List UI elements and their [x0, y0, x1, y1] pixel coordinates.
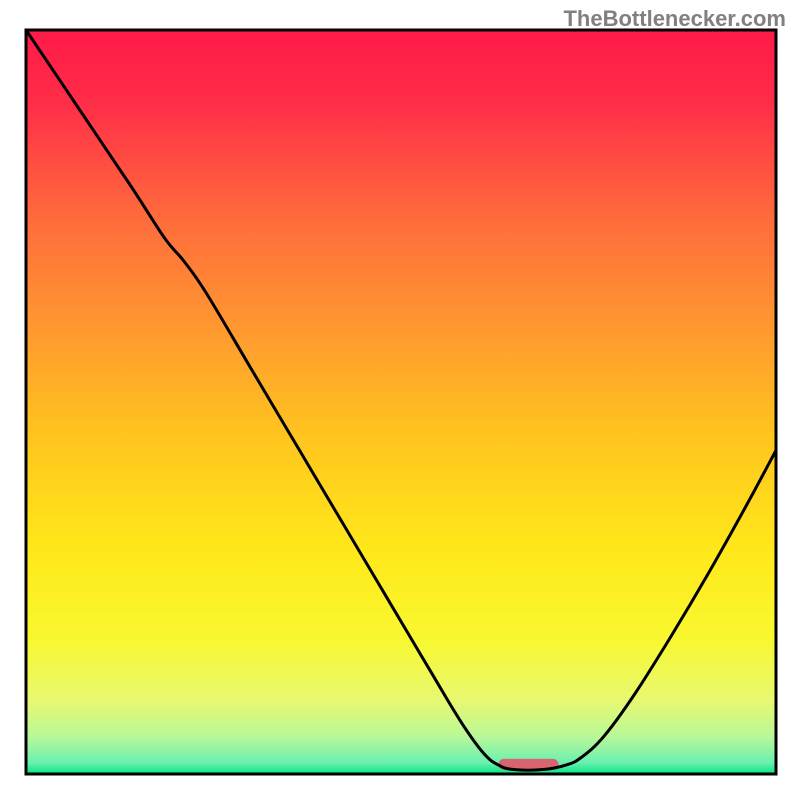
chart-svg [0, 0, 800, 800]
chart-container: TheBottlenecker.com [0, 0, 800, 800]
watermark: TheBottlenecker.com [563, 6, 786, 32]
plot-frame [26, 30, 776, 774]
bottleneck-curve [26, 30, 776, 770]
